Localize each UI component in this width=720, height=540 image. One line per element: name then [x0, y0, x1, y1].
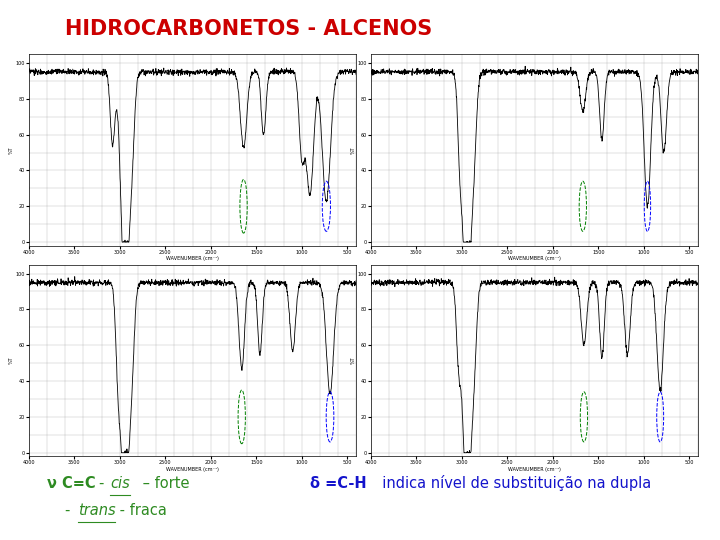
Text: – forte: – forte: [138, 476, 189, 491]
Y-axis label: %T: %T: [9, 356, 14, 365]
X-axis label: WAVENUMBER (cm⁻¹): WAVENUMBER (cm⁻¹): [166, 467, 219, 472]
Text: HIDROCARBONETOS - ALCENOS: HIDROCARBONETOS - ALCENOS: [65, 19, 432, 39]
Y-axis label: %T: %T: [9, 146, 14, 154]
Text: trans: trans: [78, 503, 115, 518]
Text: - fraca: - fraca: [115, 503, 167, 518]
Text: cis: cis: [110, 476, 130, 491]
Text: ν C=C: ν C=C: [47, 476, 96, 491]
Text: -: -: [99, 476, 109, 491]
X-axis label: WAVENUMBER (cm⁻¹): WAVENUMBER (cm⁻¹): [166, 256, 219, 261]
X-axis label: WAVENUMBER (cm⁻¹): WAVENUMBER (cm⁻¹): [508, 256, 561, 261]
Y-axis label: %T: %T: [351, 146, 356, 154]
Text: -: -: [65, 503, 75, 518]
Text: δ =C-H: δ =C-H: [310, 476, 366, 491]
Y-axis label: %T: %T: [351, 356, 356, 365]
X-axis label: WAVENUMBER (cm⁻¹): WAVENUMBER (cm⁻¹): [508, 467, 561, 472]
Text: indica nível de substituição na dupla: indica nível de substituição na dupla: [373, 475, 651, 491]
